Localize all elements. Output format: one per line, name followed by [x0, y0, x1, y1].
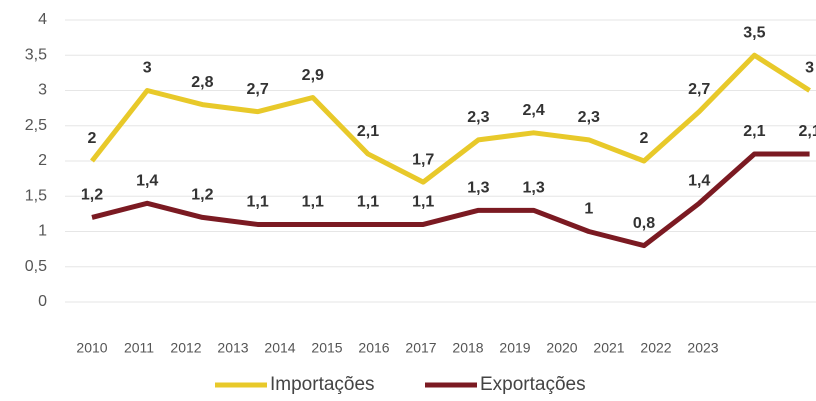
- value-label: 1,1: [357, 194, 379, 211]
- x-tick-label: 2014: [264, 340, 295, 356]
- value-label: 1,3: [467, 180, 489, 197]
- line: [90, 52, 811, 185]
- x-tick-label: 2015: [311, 340, 342, 356]
- value-label: 2,9: [302, 67, 324, 84]
- x-tick-label: 2018: [452, 340, 483, 356]
- value-label: 1,3: [522, 180, 544, 197]
- value-label: 1,7: [412, 151, 434, 168]
- value-label: 1,2: [81, 187, 103, 204]
- y-tick-label: 4: [38, 11, 47, 28]
- value-label: 1,1: [246, 194, 268, 211]
- value-label: 0,8: [633, 215, 655, 232]
- x-tick-label: 2020: [546, 340, 577, 356]
- value-label: 2,1: [798, 123, 816, 140]
- value-label: 1,4: [688, 173, 710, 190]
- value-label: 2,1: [743, 123, 765, 140]
- value-label: 3: [143, 60, 152, 77]
- value-label: 2,7: [246, 81, 268, 98]
- x-tick-label: 2016: [358, 340, 389, 356]
- y-tick-label: 2,5: [25, 117, 47, 134]
- value-label: 1: [584, 201, 593, 218]
- value-label: 1,4: [136, 173, 158, 190]
- x-tick-label: 2013: [217, 340, 248, 356]
- y-tick-label: 0,5: [25, 258, 47, 275]
- y-tick-label: 2: [38, 152, 47, 169]
- value-label: 1,2: [191, 187, 213, 204]
- x-tick-label: 2010: [76, 340, 107, 356]
- legend-label: Importações: [270, 374, 375, 395]
- x-tick-label: 2023: [687, 340, 718, 356]
- x-tick-label: 2017: [405, 340, 436, 356]
- value-label: 2,7: [688, 81, 710, 98]
- value-label: 2,3: [467, 109, 489, 126]
- value-label: 2,3: [578, 109, 600, 126]
- value-label: 3,5: [743, 24, 765, 41]
- value-label: 2: [88, 130, 97, 147]
- y-tick-label: 1: [38, 223, 47, 240]
- value-label: 2: [640, 130, 649, 147]
- x-tick-label: 2022: [640, 340, 671, 356]
- value-label: 2,1: [357, 123, 379, 140]
- legend-label: Exportações: [480, 374, 586, 395]
- y-tick-label: 0: [38, 293, 47, 310]
- value-label: 2,8: [191, 74, 213, 91]
- y-tick-label: 3,5: [25, 46, 47, 63]
- x-tick-label: 2021: [593, 340, 624, 356]
- value-label: 1,1: [302, 194, 324, 211]
- x-tick-label: 2011: [124, 340, 154, 356]
- value-label: 3: [805, 60, 814, 77]
- value-label: 1,1: [412, 194, 434, 211]
- y-tick-label: 3: [38, 82, 47, 99]
- y-tick-label: 1,5: [25, 187, 47, 204]
- x-tick-label: 2019: [499, 340, 530, 356]
- x-tick-label: 2012: [170, 340, 201, 356]
- value-label: 2,4: [522, 102, 544, 119]
- line: [91, 151, 810, 249]
